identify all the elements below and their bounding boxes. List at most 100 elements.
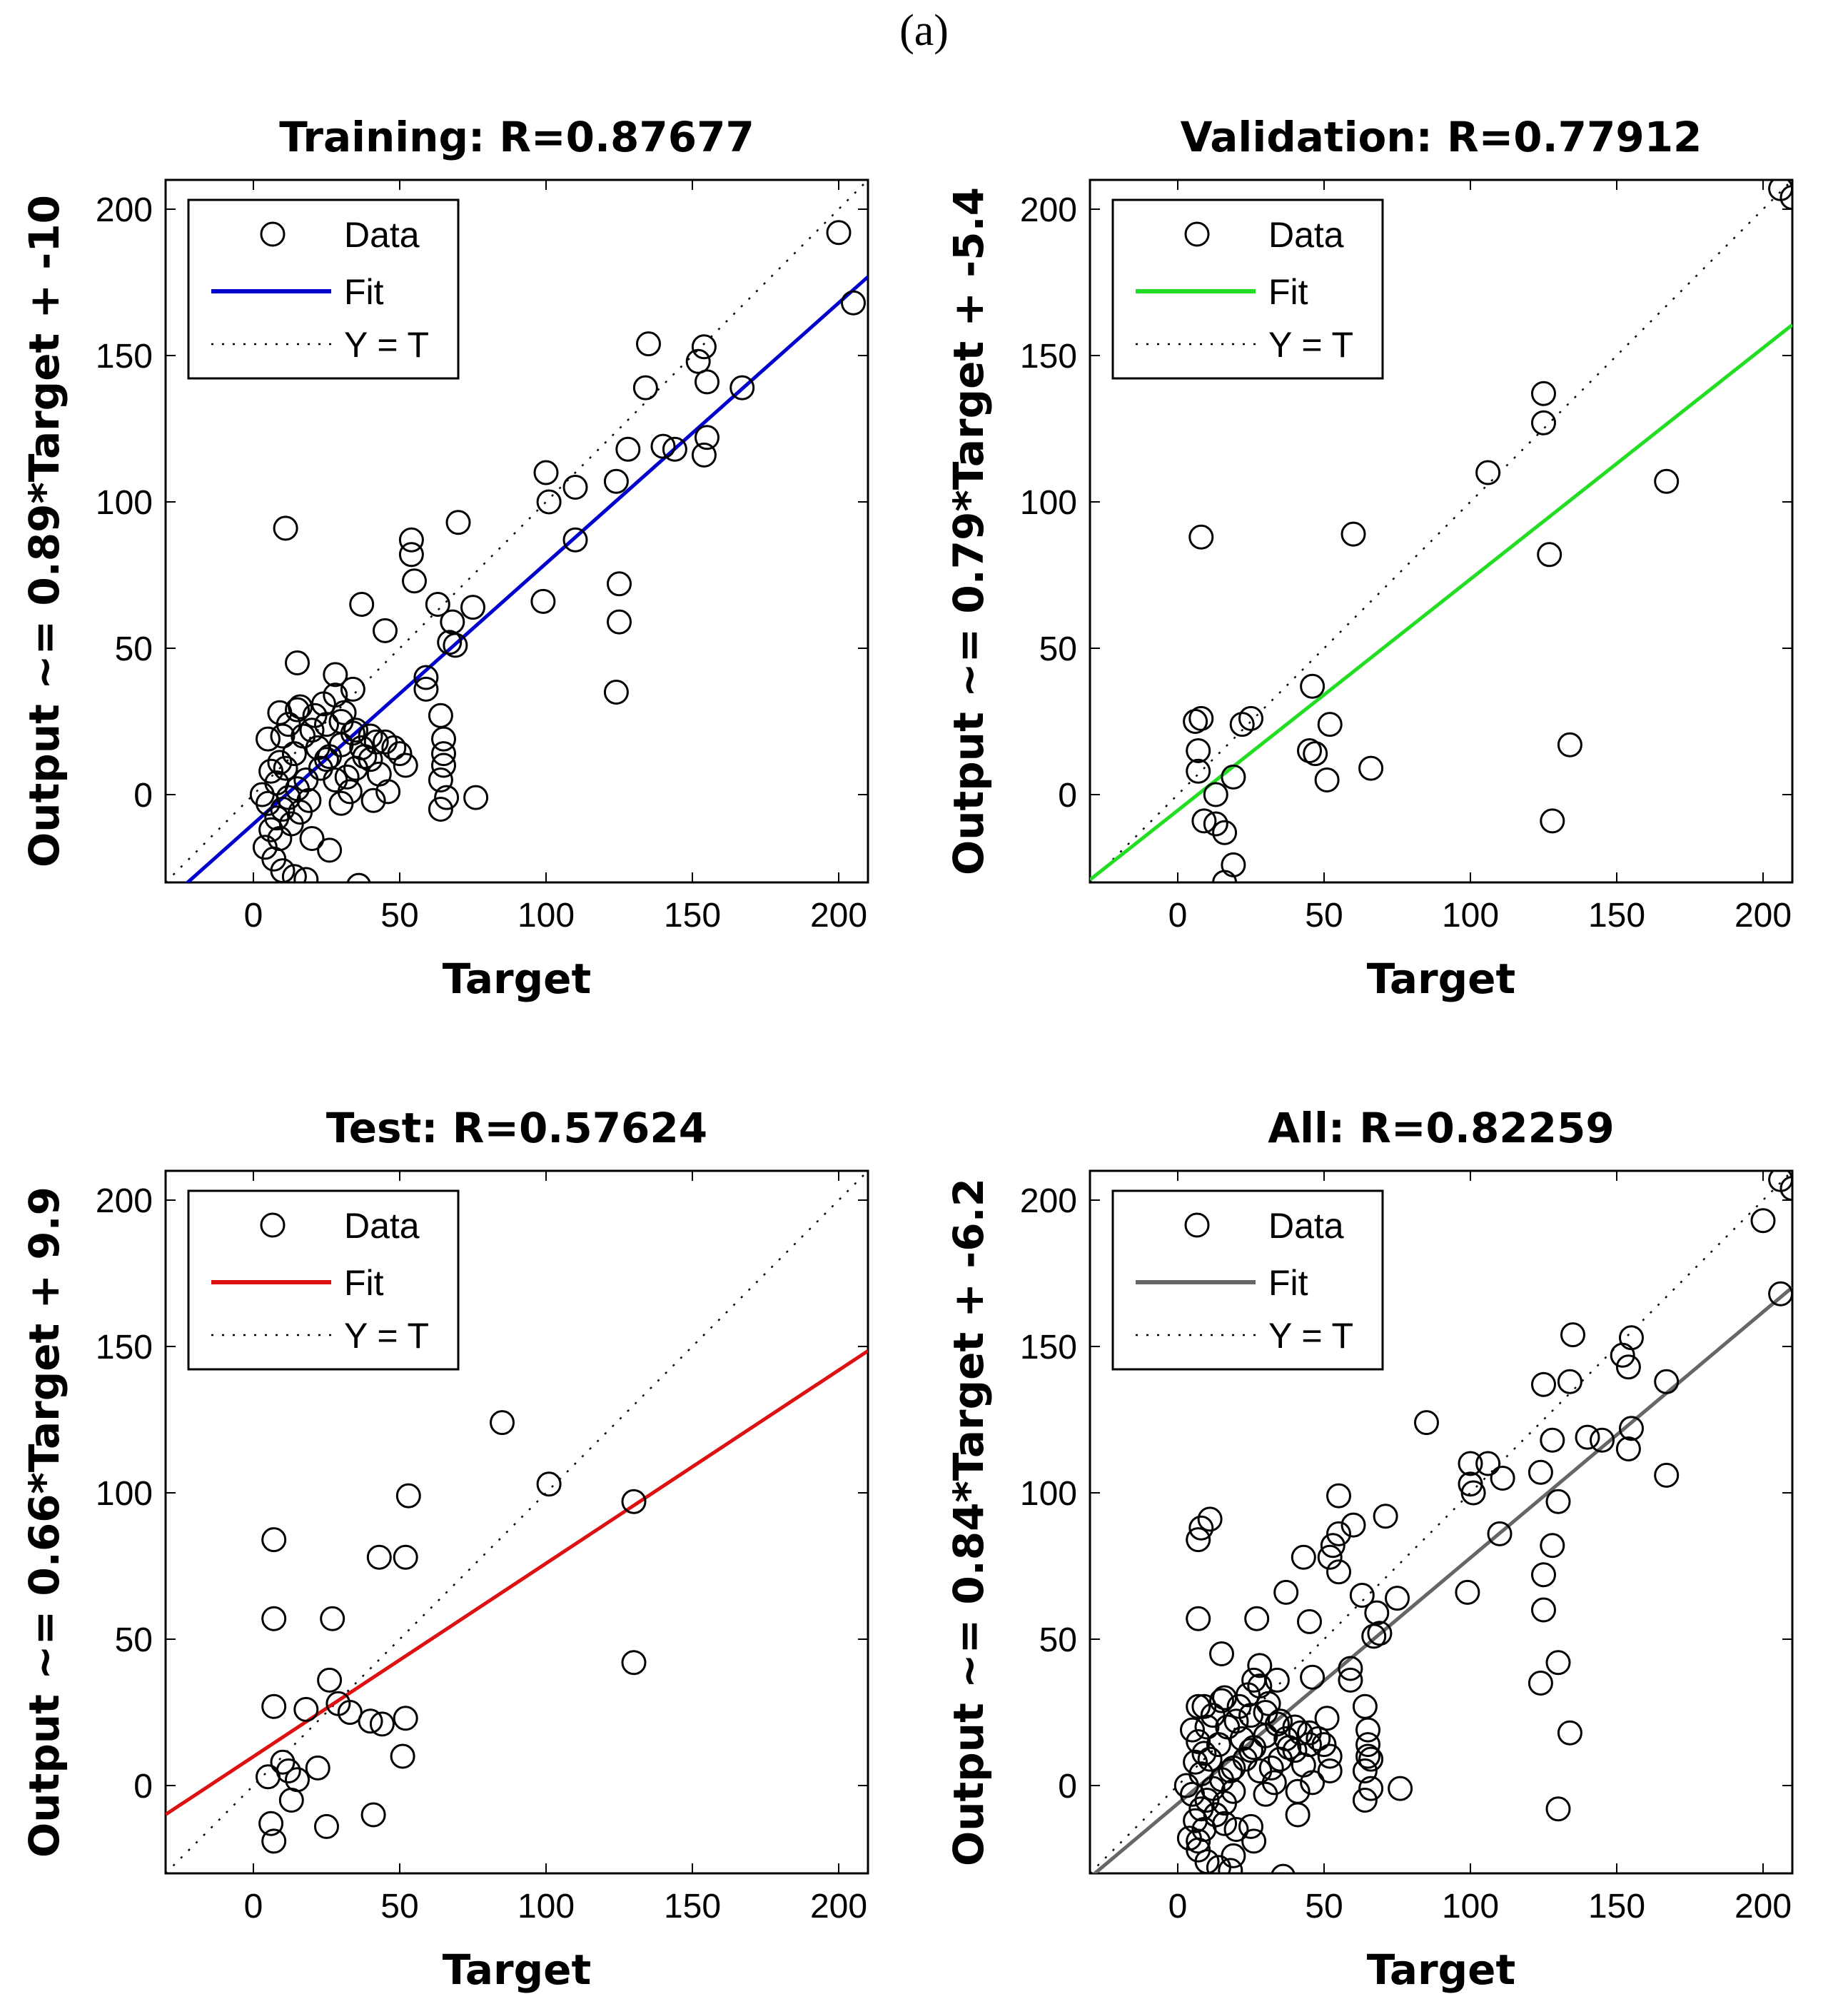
y-tick-label: 100 bbox=[96, 484, 153, 522]
data-point bbox=[1221, 1843, 1246, 1868]
data-point bbox=[358, 747, 383, 772]
data-point bbox=[1317, 1544, 1343, 1570]
data-point bbox=[1768, 1281, 1792, 1306]
data-point bbox=[1209, 1688, 1234, 1713]
data-point bbox=[1320, 1533, 1345, 1559]
x-tick-label: 200 bbox=[1735, 897, 1792, 935]
plot-marks bbox=[166, 1171, 868, 1873]
data-point bbox=[1531, 410, 1556, 435]
data-point bbox=[1244, 1606, 1270, 1631]
x-axis-label: Target bbox=[443, 1945, 591, 1994]
data-point bbox=[1388, 1776, 1413, 1801]
legend-label-data: Data bbox=[1268, 1206, 1344, 1246]
y-axis-label: Output ~= 0.79*Target + -5.4 bbox=[944, 187, 993, 875]
data-point bbox=[346, 872, 371, 882]
legend-label-identity: Y = T bbox=[344, 1316, 429, 1356]
chart-panel-3: Test: R=0.57624 Target Output ~= 0.66*Targ… bbox=[20, 1104, 869, 1994]
data-point bbox=[1654, 468, 1680, 494]
data-point bbox=[1557, 732, 1582, 757]
data-point bbox=[1186, 1606, 1211, 1631]
data-point bbox=[337, 1700, 363, 1725]
y-tick-label: 0 bbox=[133, 1768, 153, 1806]
data-point bbox=[1590, 1427, 1615, 1453]
data-point bbox=[381, 735, 407, 760]
data-point bbox=[1186, 1693, 1211, 1719]
data-point bbox=[1314, 767, 1340, 792]
data-point bbox=[841, 290, 866, 316]
data-point bbox=[1197, 1506, 1223, 1532]
data-point bbox=[314, 1813, 339, 1839]
y-tick-label: 50 bbox=[1039, 1621, 1077, 1659]
data-point bbox=[1560, 1322, 1585, 1348]
data-point bbox=[1268, 1708, 1293, 1734]
data-point bbox=[1300, 673, 1326, 699]
data-point bbox=[1575, 1424, 1600, 1450]
legend-data-marker bbox=[260, 1212, 286, 1238]
legend-label-data: Data bbox=[344, 215, 420, 255]
data-point bbox=[285, 697, 310, 722]
data-point bbox=[1188, 1796, 1214, 1822]
data-point bbox=[1528, 1671, 1553, 1696]
data-point bbox=[402, 568, 427, 594]
data-point bbox=[328, 732, 354, 757]
data-point bbox=[1361, 1623, 1387, 1649]
data-point bbox=[1194, 1714, 1220, 1740]
data-point bbox=[1531, 1597, 1556, 1623]
data-point bbox=[1615, 1354, 1641, 1380]
y-tick-label: 100 bbox=[1020, 1475, 1077, 1513]
data-point bbox=[358, 1708, 383, 1734]
y-tick-label: 100 bbox=[1020, 484, 1077, 522]
data-point bbox=[334, 764, 360, 790]
data-point bbox=[1212, 1811, 1238, 1836]
data-point bbox=[296, 787, 322, 813]
legend-label-fit: Fit bbox=[344, 1263, 384, 1303]
y-axis-label: Output ~= 0.89*Target + -10 bbox=[20, 195, 69, 867]
data-point bbox=[1367, 1621, 1393, 1646]
data-point bbox=[1317, 712, 1343, 737]
data-point bbox=[1458, 1451, 1483, 1476]
data-point bbox=[393, 1544, 418, 1570]
y-tick-label: 150 bbox=[1020, 338, 1077, 376]
data-point bbox=[293, 1696, 319, 1722]
data-point bbox=[1537, 542, 1562, 568]
x-tick-label: 0 bbox=[1168, 1888, 1188, 1925]
plot-marks bbox=[1090, 180, 1792, 882]
data-point bbox=[1338, 1656, 1363, 1681]
data-point bbox=[258, 758, 284, 784]
data-point bbox=[729, 375, 755, 401]
chart-panel-1: Training: R=0.87677 Target Output ~= 0.89*… bbox=[20, 113, 869, 1003]
x-tick-label: 100 bbox=[517, 897, 575, 935]
legend: Data Fit Y = T bbox=[1111, 1189, 1384, 1371]
data-point bbox=[1545, 1489, 1571, 1514]
data-point bbox=[1241, 1828, 1267, 1854]
legend-label-identity: Y = T bbox=[1268, 1316, 1353, 1356]
data-point bbox=[1355, 1732, 1380, 1758]
data-point bbox=[1414, 1410, 1439, 1436]
data-point bbox=[603, 680, 629, 705]
data-point bbox=[1209, 1641, 1234, 1666]
data-point bbox=[1615, 1436, 1641, 1461]
y-tick-label: 200 bbox=[96, 1182, 153, 1220]
data-point bbox=[393, 1706, 418, 1731]
x-tick-label: 0 bbox=[244, 897, 263, 935]
y-tick-label: 200 bbox=[1020, 191, 1077, 229]
data-point bbox=[607, 571, 632, 597]
data-point bbox=[1340, 521, 1366, 547]
data-point bbox=[278, 1788, 304, 1813]
data-point bbox=[1358, 1776, 1384, 1801]
data-point bbox=[1188, 1515, 1214, 1541]
x-tick-label: 150 bbox=[1588, 897, 1645, 935]
data-point bbox=[615, 436, 641, 462]
data-point bbox=[1540, 808, 1565, 834]
data-point bbox=[695, 425, 719, 450]
x-tick-label: 200 bbox=[810, 1888, 867, 1925]
data-point bbox=[276, 712, 301, 737]
y-axis-label: Output ~= 0.66*Target + 9.9 bbox=[20, 1187, 69, 1858]
data-point bbox=[1180, 1781, 1205, 1807]
data-point bbox=[621, 1489, 647, 1514]
data-point bbox=[691, 334, 717, 360]
data-point bbox=[1317, 1758, 1343, 1783]
legend-label-identity: Y = T bbox=[344, 325, 429, 365]
data-point bbox=[425, 592, 450, 617]
data-point bbox=[258, 1811, 284, 1836]
